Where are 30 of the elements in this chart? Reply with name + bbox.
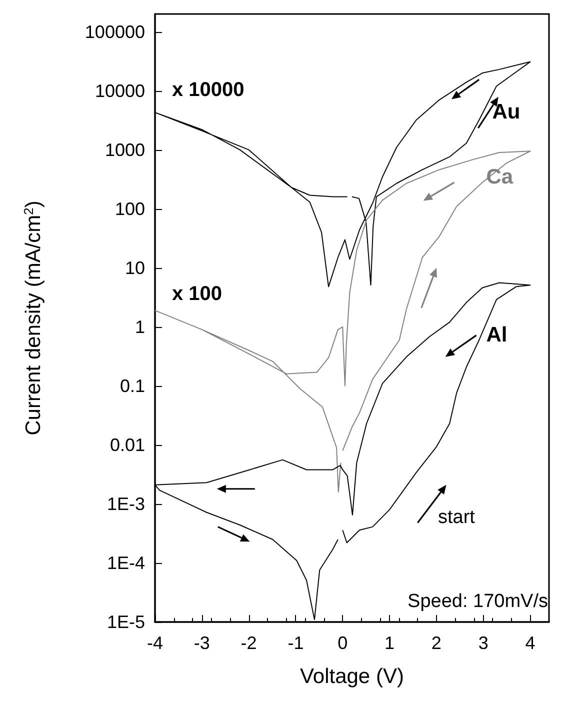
y-tick-label: 1E-4 — [106, 552, 145, 573]
y-tick-label: 1E-5 — [106, 612, 145, 632]
x-tick-label: -3 — [194, 633, 210, 653]
annotation: x 100 — [172, 283, 222, 305]
x-tick-label: -2 — [240, 633, 257, 653]
y-tick-label: 0.1 — [120, 376, 145, 396]
annotation: start — [438, 507, 476, 528]
annotation: Speed: 170mV/s — [408, 591, 548, 612]
y-tick-label: 1E-3 — [106, 494, 145, 514]
x-axis-title: Voltage (V) — [300, 665, 404, 688]
x-tick-label: 2 — [431, 633, 442, 653]
legend-label: Ca — [486, 166, 514, 189]
x-tick-label: 3 — [478, 633, 488, 653]
y-tick-label: 10000 — [94, 80, 145, 101]
x-tick-label: 4 — [525, 633, 536, 653]
y-tick-label: 1000 — [104, 140, 145, 160]
x-tick-label: -1 — [288, 633, 304, 653]
annotation: x 10000 — [172, 79, 244, 101]
y-tick-label: 10 — [124, 258, 145, 278]
y-tick-label: 0.01 — [110, 434, 145, 455]
legend-label: Au — [492, 100, 520, 124]
y-tick-label: 100000 — [84, 22, 145, 42]
y-tick-label: 100 — [114, 198, 145, 219]
x-tick-label: -4 — [146, 633, 164, 653]
line-series — [154, 150, 531, 492]
x-tick-label: 1 — [384, 633, 395, 653]
x-tick-label: 0 — [338, 633, 348, 653]
y-tick-label: 1 — [134, 316, 145, 337]
y-axis-title: Current density (mA/cm2) — [21, 200, 45, 436]
legend-label: Al — [486, 324, 508, 347]
